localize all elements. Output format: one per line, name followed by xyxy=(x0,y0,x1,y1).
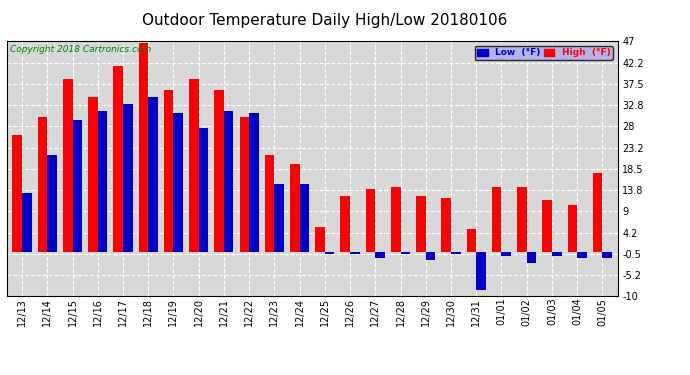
Bar xyxy=(299,184,309,252)
Bar xyxy=(602,252,612,258)
Bar xyxy=(340,196,350,252)
Bar xyxy=(38,117,48,252)
Bar xyxy=(451,252,461,254)
Bar xyxy=(113,66,123,252)
Bar xyxy=(265,155,275,252)
Bar xyxy=(148,97,158,252)
Bar xyxy=(164,90,173,252)
Bar xyxy=(466,229,476,252)
Bar xyxy=(12,135,22,252)
Bar xyxy=(173,113,183,252)
Bar xyxy=(517,187,526,252)
Bar xyxy=(492,187,502,252)
Bar xyxy=(350,252,359,254)
Bar xyxy=(48,155,57,252)
Bar xyxy=(290,164,299,252)
Bar xyxy=(199,129,208,252)
Bar xyxy=(325,252,335,254)
Bar xyxy=(400,252,410,254)
Bar xyxy=(552,252,562,256)
Bar xyxy=(593,173,602,252)
Bar xyxy=(391,187,400,252)
Bar xyxy=(442,198,451,252)
Bar xyxy=(239,117,249,252)
Bar xyxy=(366,189,375,252)
Bar xyxy=(476,252,486,290)
Bar xyxy=(315,227,325,252)
Bar xyxy=(577,252,586,258)
Bar xyxy=(568,204,577,252)
Bar xyxy=(98,111,108,252)
Bar xyxy=(224,111,233,252)
Bar xyxy=(72,120,82,252)
Bar xyxy=(416,196,426,252)
Bar xyxy=(375,252,385,258)
Bar xyxy=(139,44,148,252)
Bar xyxy=(123,104,132,252)
Bar xyxy=(426,252,435,261)
Bar xyxy=(526,252,536,263)
Legend: Low  (°F), High  (°F): Low (°F), High (°F) xyxy=(475,46,613,60)
Bar xyxy=(63,79,72,252)
Bar xyxy=(88,97,98,252)
Bar xyxy=(275,184,284,252)
Bar xyxy=(22,194,32,252)
Bar xyxy=(215,90,224,252)
Bar xyxy=(502,252,511,256)
Bar xyxy=(249,113,259,252)
Bar xyxy=(189,79,199,252)
Bar xyxy=(542,200,552,252)
Text: Copyright 2018 Cartronics.com: Copyright 2018 Cartronics.com xyxy=(10,45,151,54)
Text: Outdoor Temperature Daily High/Low 20180106: Outdoor Temperature Daily High/Low 20180… xyxy=(141,13,507,28)
